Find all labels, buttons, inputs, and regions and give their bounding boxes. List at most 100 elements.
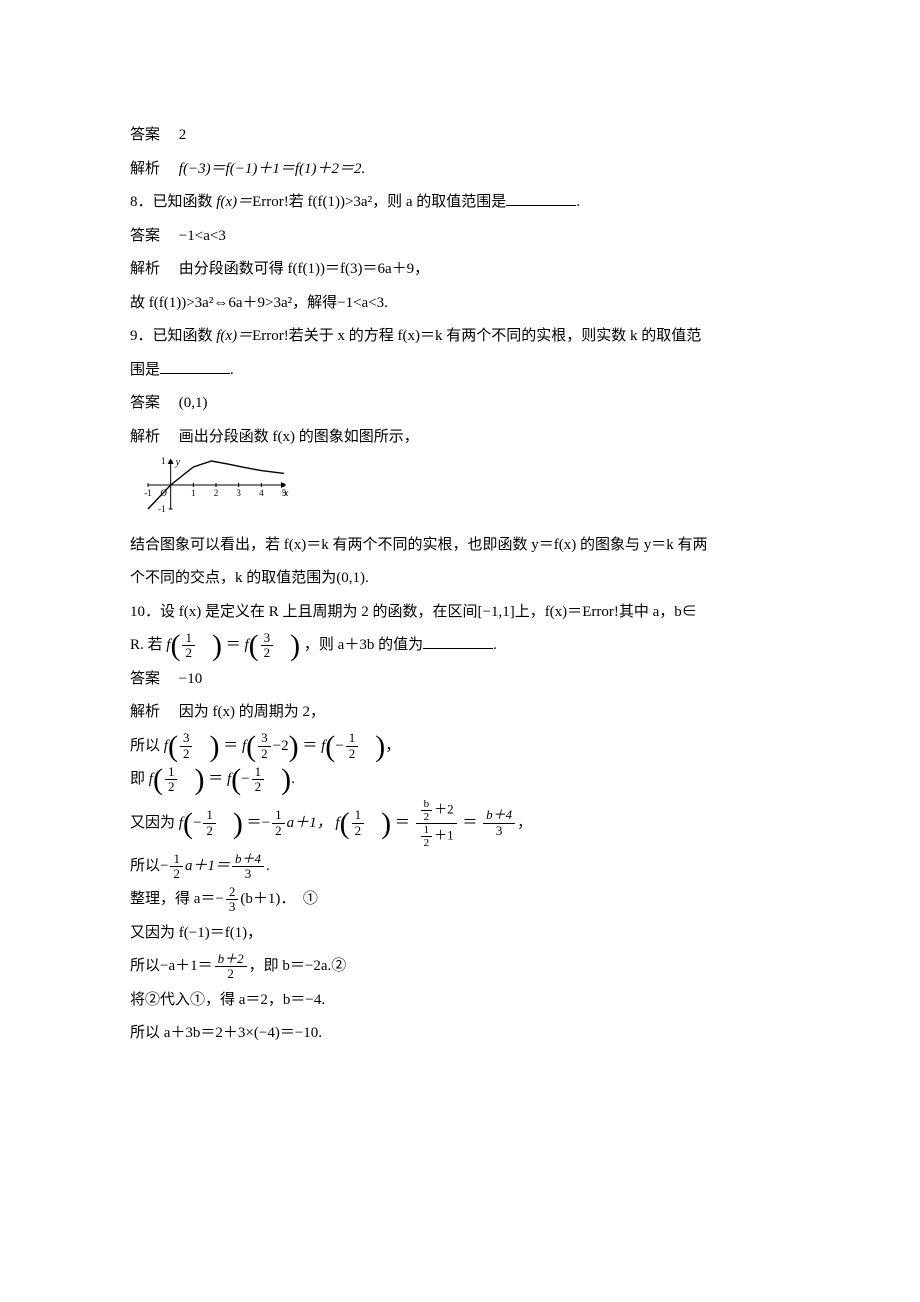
- q7-answer-line: 答案 2: [130, 120, 790, 152]
- q9-explain-after1: 结合图象可以看出，若 f(x)＝k 有两个不同的实根，也即函数 y＝f(x) 的…: [130, 530, 790, 562]
- frac-1-2: 12: [352, 808, 365, 838]
- lparen-icon: (: [231, 769, 241, 790]
- then-text: ，则 a＋3b 的值为: [304, 637, 423, 653]
- frac-1-2: 12: [165, 765, 178, 795]
- q9-prompt-a: 9．已知函数 f(x)＝Error!若关于 x 的方程 f(x)＝k 有两个不同…: [130, 321, 790, 353]
- svg-text:1: 1: [161, 457, 166, 466]
- tail: (b＋1)．: [240, 891, 288, 907]
- q9-explain-intro-text: 画出分段函数 f(x) 的图象如图所示，: [179, 429, 419, 445]
- q8-explain-1: 解析 由分段函数可得 f(f(1))＝f(3)＝6a＋9，: [130, 254, 790, 286]
- frac-2-3: 23: [226, 885, 239, 915]
- lparen-icon: (: [168, 736, 178, 757]
- dot: .: [291, 771, 295, 787]
- lparen-icon: (: [183, 813, 193, 834]
- svg-text:1: 1: [191, 488, 196, 498]
- answer-label: 答案: [130, 228, 160, 244]
- equals: ＝: [395, 815, 410, 831]
- q10-s3: 即 f(12 ) ＝ f(−12 ).: [130, 764, 790, 796]
- head: 即: [130, 771, 149, 787]
- q10-s4: 又因为 f(−12 ) ＝−12a＋1， f(12 ) ＝ b2＋2 12＋1 …: [130, 798, 790, 849]
- svg-text:3: 3: [236, 488, 241, 498]
- lparen-icon: (: [249, 635, 259, 656]
- explain-label: 解析: [130, 261, 160, 277]
- graph-svg: -112345-11yxO: [130, 457, 290, 513]
- q9-cond-a: 若关于 x 的方程 f(x)＝k 有两个不同的实根，则实数 k 的取值范: [289, 328, 702, 344]
- q10-s6: 整理，得 a＝−23(b＋1)． ①: [130, 884, 790, 916]
- svg-text:y: y: [175, 457, 181, 468]
- rparen-icon: ): [233, 813, 243, 834]
- q10-s8: 所以−a＋1＝b＋22，即 b＝−2a.②: [130, 951, 790, 983]
- rparen-icon: ): [209, 736, 219, 757]
- frac-neg-1-2: 12: [252, 765, 265, 795]
- head: 整理，得 a＝−: [130, 891, 224, 907]
- a-plus-1: a＋1，: [287, 815, 332, 831]
- r-head: R. 若: [130, 637, 166, 653]
- comma: ，: [517, 815, 532, 831]
- explain-label: 解析: [130, 704, 160, 720]
- frac-neg-1-2: 12: [346, 731, 359, 761]
- q8-error: Error!: [252, 194, 289, 210]
- complex-frac: b2＋2 12＋1: [416, 798, 457, 849]
- svg-text:-1: -1: [144, 488, 152, 498]
- frac-1-2: 12: [182, 631, 195, 661]
- answer-value: −1<a<3: [179, 228, 226, 244]
- period: .: [230, 362, 234, 378]
- q8-prefix: 8．已知函数: [130, 194, 216, 210]
- q9-prompt-b: 围是.: [130, 355, 790, 387]
- frac-neg-1-2: 12: [203, 808, 216, 838]
- q9-cond-b: 围是: [130, 362, 160, 378]
- answer-label: 答案: [130, 395, 160, 411]
- q9-answer-line: 答案 (0,1): [130, 388, 790, 420]
- answer-value: 2: [179, 127, 187, 143]
- rparen-icon: ): [281, 769, 291, 790]
- q9-graph: -112345-11yxO: [130, 457, 790, 526]
- tail: .: [266, 858, 270, 874]
- q10-s10: 所以 a＋3b＝2＋3×(−4)＝−10.: [130, 1018, 790, 1050]
- q10-s2: 所以 f(32 ) ＝ f(32−2) ＝ f(−12 )，: [130, 731, 790, 763]
- equals: ＝: [208, 771, 223, 787]
- equals: ＝: [462, 815, 477, 831]
- q10-answer-line: 答案 −10: [130, 664, 790, 696]
- equals: ＝: [302, 738, 317, 754]
- frac-b4-3: b＋43: [483, 808, 515, 838]
- q7-explain-line: 解析 f(−3)＝f(−1)＋1＝f(1)＋2＝2.: [130, 154, 790, 186]
- frac-3-2: 32: [261, 631, 274, 661]
- lparen-icon: (: [170, 635, 180, 656]
- answer-label: 答案: [130, 127, 160, 143]
- explain-label: 解析: [130, 429, 160, 445]
- q9-fx: f(x)＝: [216, 328, 252, 344]
- eq-neg: ＝−: [247, 815, 270, 831]
- text: 所以 a＋3b＝2＋3×(−4)＝−10.: [130, 1025, 322, 1041]
- text: 个不同的交点，k 的取值范围为(0,1).: [130, 570, 369, 586]
- head: 所以−a＋1＝: [130, 958, 213, 974]
- q7-explain-text: f(−3)＝f(−1)＋1＝f(1)＋2＝2.: [179, 161, 365, 177]
- head: 所以: [130, 738, 164, 754]
- text: 又因为 f(−1)＝f(1)，: [130, 925, 262, 941]
- mark-1: ①: [303, 891, 318, 907]
- q10-prompt-a: 10．设 f(x) 是定义在 R 上且周期为 2 的函数，在区间[−1,1]上，…: [130, 597, 790, 629]
- q10-prefix: 10．设 f(x) 是定义在 R 上且周期为 2 的函数，在区间[−1,1]上，…: [130, 604, 582, 620]
- frac-1-2: 12: [170, 852, 183, 882]
- q10-prompt-b: R. 若 f(12 ) ＝ f(32 ) ，则 a＋3b 的值为.: [130, 630, 790, 662]
- rparen-icon: ): [212, 635, 222, 656]
- q8-cond: 若 f(f(1))>3a²，则 a 的取值范围是: [289, 194, 507, 210]
- frac-1-2: 12: [272, 808, 285, 838]
- head: 又因为: [130, 815, 179, 831]
- rparen-icon: ): [375, 736, 385, 757]
- frac-b4-3: b＋43: [232, 852, 264, 882]
- frac-b2-2: b＋22: [215, 952, 247, 982]
- q8-explain-text2: 故 f(f(1))>3a²⇔6a＋9>3a²，解得−1<a<3.: [130, 295, 388, 311]
- mark-2: ②: [331, 958, 346, 974]
- period: .: [576, 194, 580, 210]
- lparen-icon: (: [325, 736, 335, 757]
- q10-s7: 又因为 f(−1)＝f(1)，: [130, 918, 790, 950]
- text: 结合图象可以看出，若 f(x)＝k 有两个不同的实根，也即函数 y＝f(x) 的…: [130, 537, 707, 553]
- comma: ，: [385, 738, 400, 754]
- blank: [160, 359, 230, 374]
- q9-prefix: 9．已知函数: [130, 328, 216, 344]
- lparen-icon: (: [153, 769, 163, 790]
- lparen-icon: (: [246, 736, 256, 757]
- q8-explain-2: 故 f(f(1))>3a²⇔6a＋9>3a²，解得−1<a<3.: [130, 288, 790, 320]
- answer-value: (0,1): [179, 395, 208, 411]
- answer-value: −10: [179, 671, 202, 687]
